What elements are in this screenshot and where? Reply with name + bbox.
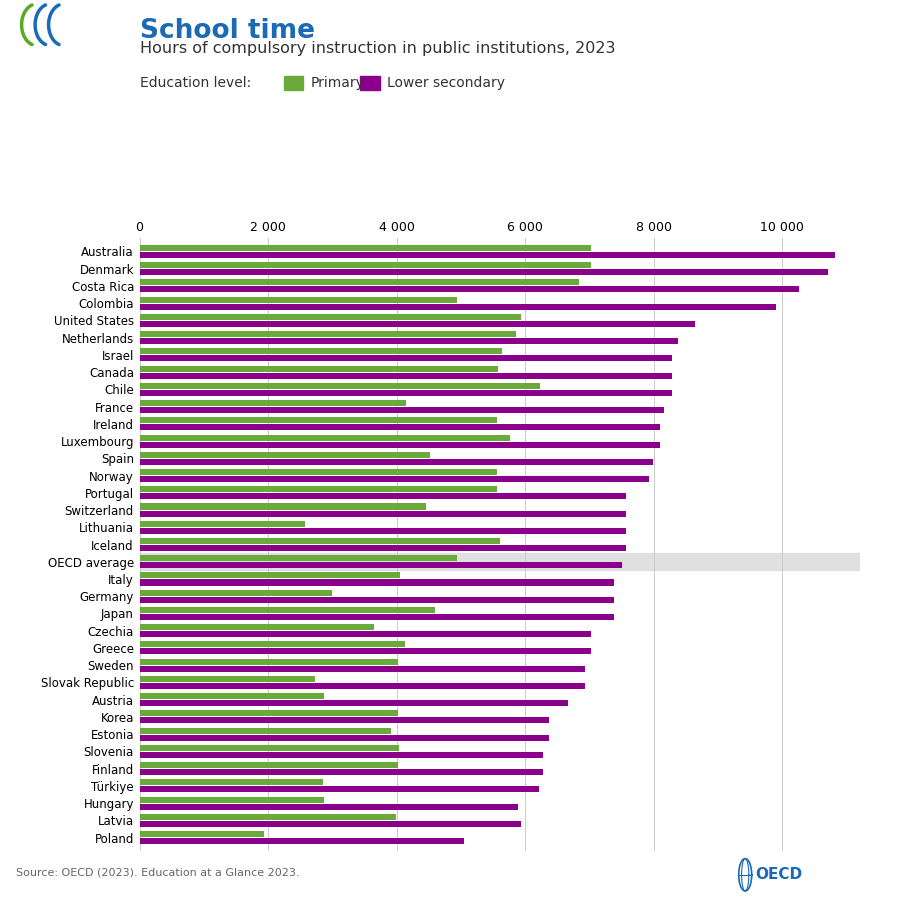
Text: Lower secondary: Lower secondary: [387, 76, 505, 90]
Bar: [140, 407, 664, 413]
Bar: [140, 554, 859, 571]
Bar: [140, 348, 502, 355]
Bar: [140, 676, 315, 682]
Bar: [140, 365, 499, 372]
Bar: [140, 400, 406, 406]
Bar: [140, 762, 398, 768]
Bar: [140, 631, 590, 637]
Text: Education level:: Education level:: [140, 76, 251, 90]
FancyBboxPatch shape: [360, 76, 380, 90]
Bar: [140, 262, 590, 268]
Bar: [140, 459, 652, 465]
Bar: [140, 555, 456, 562]
Bar: [140, 279, 580, 285]
Bar: [140, 562, 622, 568]
Bar: [140, 717, 549, 724]
Bar: [140, 527, 626, 534]
Bar: [140, 331, 516, 338]
Bar: [140, 486, 498, 492]
Bar: [140, 286, 799, 292]
Bar: [140, 356, 671, 362]
Bar: [140, 787, 539, 792]
Bar: [140, 476, 649, 482]
Bar: [140, 659, 398, 665]
Bar: [140, 510, 626, 517]
Bar: [140, 590, 332, 596]
Bar: [140, 321, 695, 327]
Bar: [140, 338, 678, 344]
Text: Primary: Primary: [310, 76, 365, 90]
Bar: [140, 493, 626, 500]
Bar: [140, 614, 614, 620]
Bar: [140, 521, 305, 526]
Bar: [140, 683, 585, 689]
Bar: [140, 469, 498, 475]
Bar: [140, 424, 661, 430]
Bar: [140, 314, 521, 319]
Bar: [140, 597, 614, 603]
Bar: [140, 303, 776, 310]
Bar: [140, 642, 405, 647]
Bar: [140, 297, 456, 302]
Bar: [140, 442, 661, 447]
Bar: [140, 252, 835, 258]
Bar: [140, 545, 626, 551]
Bar: [140, 418, 498, 423]
Bar: [140, 770, 543, 775]
Bar: [140, 624, 374, 630]
Text: OECD: OECD: [755, 868, 803, 882]
Bar: [140, 666, 585, 671]
Bar: [140, 779, 323, 786]
Bar: [140, 734, 549, 741]
Bar: [140, 452, 430, 458]
Bar: [140, 821, 521, 827]
Bar: [140, 607, 436, 613]
Bar: [140, 503, 426, 509]
Bar: [140, 245, 590, 251]
Bar: [140, 831, 265, 837]
Text: Source: OECD (2023). Education at a Glance 2023.: Source: OECD (2023). Education at a Glan…: [16, 868, 300, 878]
Bar: [140, 700, 568, 706]
Bar: [140, 796, 324, 803]
Bar: [140, 727, 392, 734]
Bar: [140, 838, 464, 844]
FancyBboxPatch shape: [284, 76, 303, 90]
Bar: [140, 745, 399, 751]
Bar: [140, 373, 671, 379]
Bar: [140, 572, 400, 579]
Bar: [140, 804, 518, 810]
Bar: [140, 382, 540, 389]
Bar: [140, 814, 396, 820]
Bar: [140, 538, 500, 544]
Bar: [140, 693, 324, 699]
Text: Hours of compulsory instruction in public institutions, 2023: Hours of compulsory instruction in publi…: [140, 40, 615, 56]
Bar: [140, 580, 614, 586]
Bar: [140, 435, 509, 440]
Bar: [140, 649, 590, 654]
Bar: [140, 390, 671, 396]
Bar: [140, 752, 543, 758]
Bar: [140, 710, 398, 716]
Bar: [140, 269, 828, 275]
Text: School time: School time: [140, 18, 314, 44]
